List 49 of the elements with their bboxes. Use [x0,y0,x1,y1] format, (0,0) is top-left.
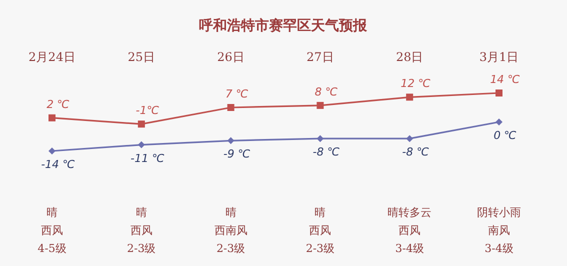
x-tick-label: 25日 [128,50,156,64]
data-label: 14 ℃ [490,73,521,86]
data-label: 2 ℃ [46,98,70,111]
point [138,141,145,148]
data-label: -11 ℃ [130,152,165,165]
data-label: 8 ℃ [314,85,338,98]
data-label: -14 ℃ [41,158,76,171]
point [316,102,324,109]
text: 南风 [488,224,510,237]
x-tick-label: 28日 [396,50,424,64]
x-tick-label: 27日 [306,50,334,64]
data-label: 0 ℃ [494,129,518,142]
data-label: -9 ℃ [223,148,251,161]
data-label: 7 ℃ [225,88,249,100]
x-tick-label: 2月24日 [28,50,76,64]
point [406,94,414,101]
point [48,114,56,122]
point [138,120,145,128]
text: 晴 [46,206,58,219]
x-tick-label: 26日 [217,50,244,64]
data-label: -8 ℃ [312,146,340,159]
point [496,118,502,126]
text: 晴 [136,206,147,219]
point [496,90,502,96]
text: 西风 [309,224,332,237]
text: 阴转小雨 [477,206,521,219]
point [48,148,56,154]
text: 2-3级 [127,242,156,255]
point [406,135,414,142]
data-label: 12 ℃ [400,77,432,90]
point [316,135,324,142]
text: 西南风 [214,224,248,237]
text: 3-4级 [395,242,424,255]
text: 西风 [398,224,421,237]
text: 4-5级 [38,242,66,255]
text: 2-3级 [216,242,246,255]
text: 晴 [225,206,236,219]
point [227,104,234,111]
data-label: -8 ℃ [402,146,430,159]
text: 2-3级 [306,242,335,255]
data-label: -1℃ [136,104,160,118]
text: 西风 [130,224,152,237]
x-tick-label: 3月1日 [479,50,519,64]
text: 晴转多云 [388,206,432,219]
point [227,137,234,144]
chart-title: 呼和浩特市赛罕区天气预报 [199,17,368,34]
text: 晴 [314,206,326,219]
text: 3-4级 [484,242,514,255]
text: 西风 [41,224,63,237]
